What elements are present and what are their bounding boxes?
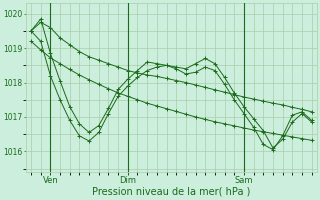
X-axis label: Pression niveau de la mer( hPa ): Pression niveau de la mer( hPa ) — [92, 187, 251, 197]
